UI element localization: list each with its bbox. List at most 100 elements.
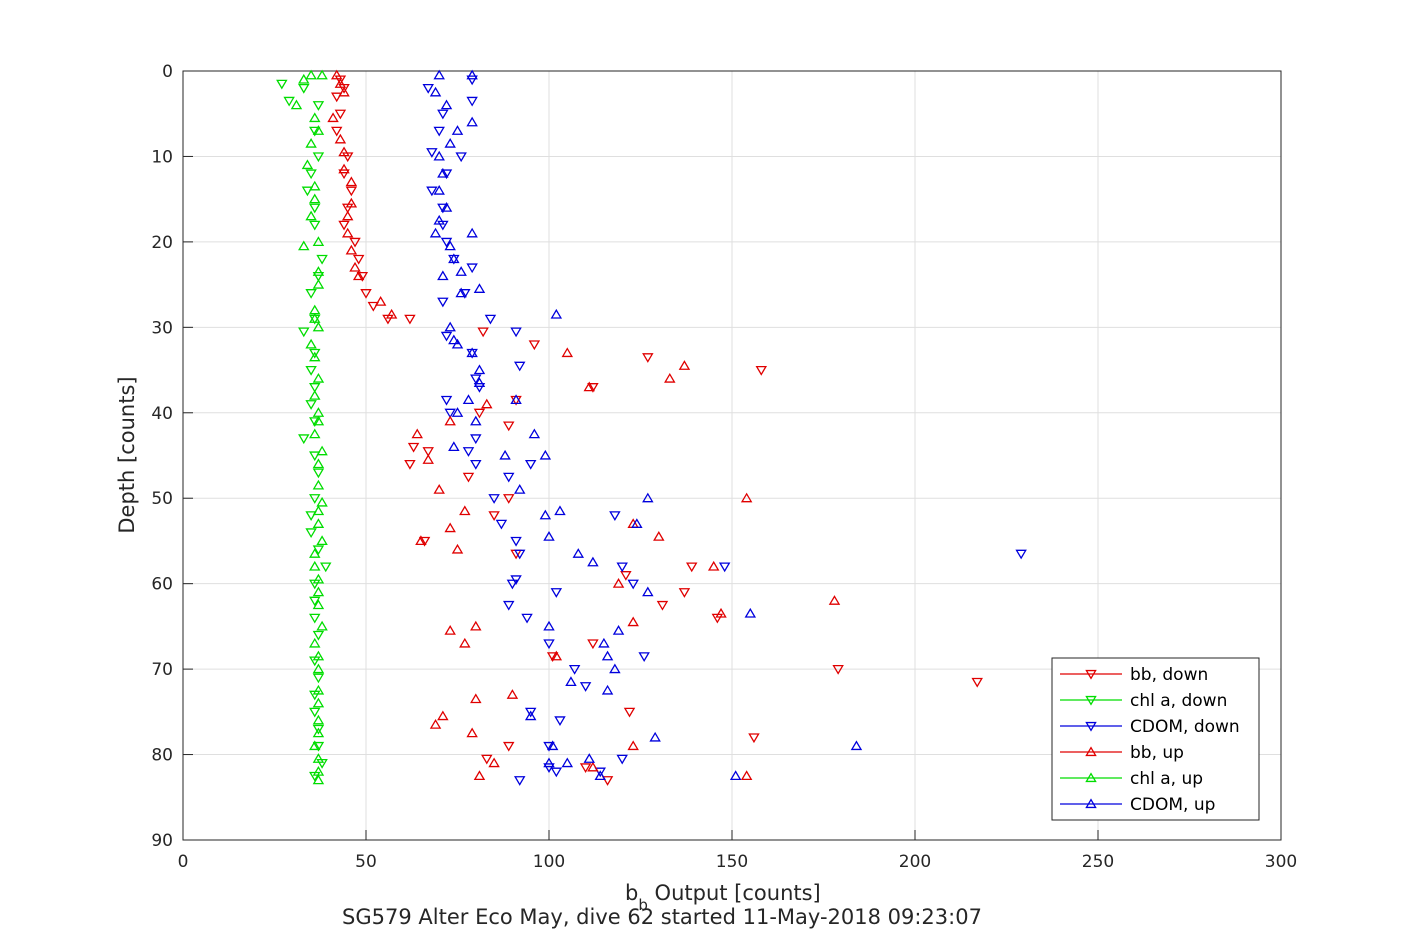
data-point bbox=[305, 69, 317, 80]
x-axis-label-main: b bbox=[625, 881, 638, 905]
data-point bbox=[312, 468, 325, 479]
data-point bbox=[316, 69, 328, 80]
series-3 bbox=[327, 69, 841, 781]
data-point bbox=[312, 505, 325, 516]
data-point bbox=[832, 665, 844, 675]
legend: bb, down chl a, down CDOM, down bb, up chl a… bbox=[1051, 657, 1260, 821]
data-point bbox=[309, 707, 321, 718]
data-point bbox=[312, 479, 325, 490]
data-point bbox=[316, 496, 328, 507]
data-point bbox=[426, 148, 438, 158]
data-point bbox=[568, 665, 581, 675]
data-point bbox=[305, 400, 317, 410]
data-point bbox=[433, 69, 445, 80]
series-1 bbox=[276, 79, 332, 782]
data-point bbox=[341, 210, 354, 221]
data-point bbox=[440, 99, 453, 110]
data-point bbox=[309, 740, 321, 751]
data-point bbox=[642, 492, 654, 503]
chart-caption: SG579 Alter Eco May, dive 62 started 11-… bbox=[342, 905, 982, 929]
y-tick-label: 70 bbox=[151, 660, 173, 680]
data-point bbox=[572, 548, 585, 558]
y-tick-label: 50 bbox=[151, 489, 173, 509]
data-point bbox=[309, 351, 321, 362]
data-point bbox=[433, 484, 445, 494]
data-point bbox=[554, 505, 566, 516]
data-point bbox=[587, 383, 599, 393]
y-axis-label: Depth [counts] bbox=[115, 376, 139, 533]
data-point bbox=[309, 390, 321, 400]
data-point bbox=[755, 365, 768, 376]
y-tick-label: 90 bbox=[151, 831, 173, 851]
legend-marker bbox=[1085, 772, 1097, 783]
data-point bbox=[744, 607, 757, 618]
data-point bbox=[312, 101, 325, 111]
data-point bbox=[312, 271, 325, 282]
data-point bbox=[312, 599, 325, 610]
data-point bbox=[312, 714, 325, 725]
data-point bbox=[627, 616, 639, 627]
legend-marker bbox=[1085, 695, 1097, 706]
data-point bbox=[309, 220, 321, 231]
data-point bbox=[642, 586, 654, 597]
data-point bbox=[715, 607, 727, 618]
data-point bbox=[466, 727, 478, 738]
data-point bbox=[312, 458, 325, 469]
data-point bbox=[649, 731, 661, 742]
data-point bbox=[338, 86, 350, 97]
data-point bbox=[312, 586, 325, 597]
data-point bbox=[503, 472, 515, 483]
data-point bbox=[437, 270, 449, 281]
data-point bbox=[433, 214, 445, 225]
legend-label: bb, up bbox=[1130, 743, 1184, 763]
data-point bbox=[729, 770, 742, 781]
data-point bbox=[312, 697, 325, 708]
data-point bbox=[309, 613, 321, 624]
data-point bbox=[437, 297, 449, 308]
data-point bbox=[539, 449, 552, 460]
data-point bbox=[433, 184, 445, 195]
data-point bbox=[473, 770, 486, 781]
data-point bbox=[312, 727, 325, 738]
data-point bbox=[524, 710, 537, 721]
data-point bbox=[470, 693, 482, 704]
data-point bbox=[583, 381, 595, 392]
data-point bbox=[312, 321, 325, 332]
data-point bbox=[609, 511, 621, 521]
data-point bbox=[349, 237, 361, 248]
data-point bbox=[298, 73, 310, 84]
data-point bbox=[422, 447, 434, 457]
data-point bbox=[444, 415, 456, 426]
data-point bbox=[616, 754, 628, 765]
x-tick-label: 100 bbox=[533, 852, 565, 872]
data-point bbox=[594, 770, 606, 781]
data-point bbox=[338, 146, 350, 157]
data-point bbox=[316, 254, 328, 265]
data-point bbox=[309, 560, 321, 571]
data-point bbox=[440, 331, 453, 342]
data-point bbox=[309, 451, 321, 462]
data-point bbox=[587, 556, 599, 567]
data-point bbox=[462, 472, 475, 483]
data-point bbox=[334, 78, 347, 88]
data-point bbox=[305, 338, 317, 349]
x-tick-label: 150 bbox=[716, 852, 748, 872]
data-point bbox=[309, 348, 321, 359]
data-point bbox=[466, 69, 478, 80]
data-point bbox=[550, 308, 563, 319]
data-point bbox=[546, 652, 559, 662]
data-point bbox=[338, 220, 350, 231]
data-point bbox=[298, 327, 310, 338]
data-point bbox=[678, 588, 691, 598]
data-point bbox=[612, 578, 625, 588]
data-point bbox=[298, 434, 310, 445]
data-point bbox=[433, 126, 445, 137]
data-point bbox=[298, 240, 310, 251]
x-tick-label: 50 bbox=[355, 852, 377, 872]
data-point bbox=[352, 270, 365, 281]
data-point bbox=[543, 639, 555, 650]
data-point bbox=[312, 152, 325, 163]
data-point bbox=[481, 398, 493, 409]
data-point bbox=[513, 361, 526, 372]
data-point bbox=[579, 682, 592, 692]
